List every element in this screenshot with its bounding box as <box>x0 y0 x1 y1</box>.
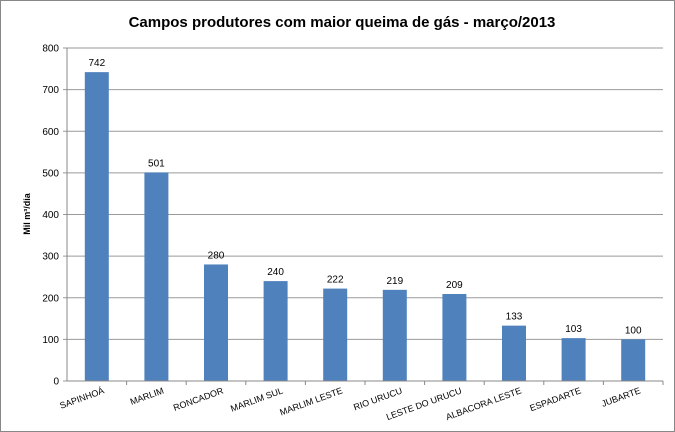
bar <box>442 294 467 381</box>
bar <box>561 338 586 381</box>
y-tick-label: 400 <box>42 210 59 221</box>
bar <box>263 281 288 381</box>
y-tick-label: 800 <box>42 44 59 55</box>
data-label: 219 <box>386 276 403 287</box>
data-label: 103 <box>565 324 582 335</box>
bar <box>144 172 169 381</box>
data-label: 280 <box>208 250 225 261</box>
data-label: 501 <box>148 158 165 169</box>
data-label: 222 <box>327 275 344 286</box>
y-tick-label: 600 <box>42 127 59 138</box>
data-label: 209 <box>446 280 463 291</box>
y-tick-label: 300 <box>42 252 59 263</box>
y-axis-label: Mil m³/dia <box>22 192 32 234</box>
data-label: 240 <box>267 267 284 278</box>
y-tick-label: 500 <box>42 168 59 179</box>
y-tick-label: 700 <box>42 85 59 96</box>
bar <box>204 264 228 381</box>
bar <box>84 72 109 381</box>
bar <box>323 288 348 381</box>
data-label: 100 <box>625 325 642 336</box>
chart-title: Campos produtores com maior queima de gá… <box>129 14 556 31</box>
bar <box>502 325 526 381</box>
bar <box>382 289 407 381</box>
data-label: 742 <box>88 58 105 69</box>
y-tick-label: 100 <box>42 335 59 346</box>
y-tick-label: 0 <box>53 377 59 388</box>
y-tick-label: 200 <box>42 293 59 304</box>
data-label: 133 <box>506 312 523 323</box>
bar <box>621 339 646 381</box>
